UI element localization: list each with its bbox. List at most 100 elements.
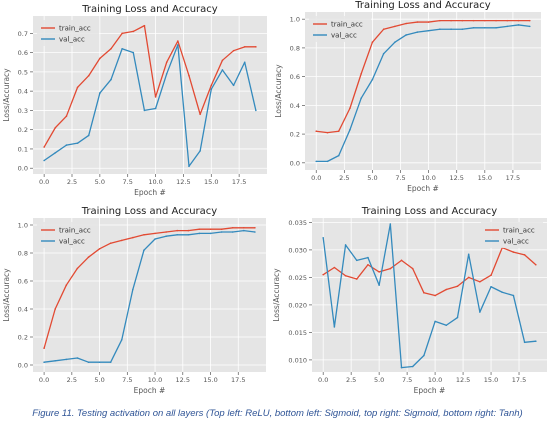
y-axis-label: Loss/Accuracy xyxy=(2,68,11,122)
x-axis-label: Epoch # xyxy=(134,386,166,395)
y-axis-label: Loss/Accuracy xyxy=(274,64,283,118)
data-point xyxy=(450,28,452,31)
data-point xyxy=(132,236,134,239)
data-point xyxy=(495,27,497,29)
y-tick-label: 0.2 xyxy=(18,126,28,134)
data-point xyxy=(378,271,380,273)
data-point xyxy=(255,109,257,112)
data-point xyxy=(231,227,234,229)
data-point xyxy=(220,228,223,230)
x-tick-label: 2.5 xyxy=(339,174,349,182)
data-point xyxy=(221,59,224,62)
y-tick-label: 0.8 xyxy=(290,44,300,52)
legend-label: val_acc xyxy=(503,238,529,246)
data-point xyxy=(76,86,79,89)
x-tick-label: 5.0 xyxy=(367,174,377,182)
data-point xyxy=(187,234,190,236)
y-tick-label: 0.2 xyxy=(290,131,300,139)
data-point xyxy=(378,284,380,286)
data-point xyxy=(484,19,486,22)
data-point xyxy=(434,320,436,323)
data-point xyxy=(517,24,520,26)
y-tick-label: 0.6 xyxy=(18,278,28,286)
data-point xyxy=(501,291,504,294)
y-tick-label: 0.010 xyxy=(288,356,307,364)
data-point xyxy=(154,238,156,240)
y-tick-label: 1.0 xyxy=(18,222,28,230)
chart-bottom-left: 0.0 0.2 0.4 0.6 0.8 1.0 0.0 2.5 5.0 7.5 10.0 12.5 15… xyxy=(2,206,266,395)
data-point xyxy=(344,274,347,277)
data-point xyxy=(132,51,135,54)
data-point xyxy=(411,365,414,368)
data-point xyxy=(479,281,481,283)
data-point xyxy=(360,97,362,99)
x-tick-label: 15.0 xyxy=(203,376,217,384)
data-point xyxy=(121,47,123,50)
data-point xyxy=(337,154,340,157)
data-point xyxy=(445,288,448,291)
data-point xyxy=(254,231,256,233)
data-point xyxy=(315,130,318,133)
data-point xyxy=(367,256,369,259)
data-point xyxy=(423,292,425,294)
data-point xyxy=(382,28,385,31)
data-point xyxy=(143,109,146,112)
y-tick-label: 0.4 xyxy=(18,306,28,314)
data-point xyxy=(528,25,531,28)
data-point xyxy=(231,231,234,233)
data-point xyxy=(243,61,246,64)
data-point xyxy=(120,239,123,242)
y-tick-label: 0.5 xyxy=(18,68,28,76)
data-point xyxy=(221,69,224,71)
data-point xyxy=(528,19,531,22)
data-point xyxy=(54,126,57,129)
data-point xyxy=(99,92,101,94)
series-line-train-acc xyxy=(322,247,537,297)
x-tick-label: 10.0 xyxy=(421,174,435,182)
chart-bottom-right: 0.010 0.015 0.020 0.025 0.030 0.035 0.0 2.5 5.0 7… xyxy=(272,206,547,395)
data-point xyxy=(337,130,340,133)
data-point xyxy=(232,84,235,87)
data-point xyxy=(120,339,123,341)
data-point xyxy=(109,361,112,364)
data-point xyxy=(176,234,179,236)
y-tick-label: 0.7 xyxy=(18,30,28,38)
x-tick-label: 17.5 xyxy=(512,376,526,384)
legend-label: val_acc xyxy=(59,238,85,246)
legend: train_acc val_acc xyxy=(309,16,371,42)
x-tick-label: 7.5 xyxy=(402,376,412,384)
x-tick-label: 10.0 xyxy=(428,376,442,384)
series-line-val-acc xyxy=(43,44,257,167)
legend-label: train_acc xyxy=(331,21,363,29)
data-point xyxy=(143,249,145,251)
series-line-val-acc xyxy=(44,229,255,363)
series-line-val-acc xyxy=(316,24,530,163)
legend: train_acc val_acc xyxy=(37,20,99,46)
y-tick-label: 0.6 xyxy=(18,49,28,57)
data-point xyxy=(467,253,470,256)
data-point xyxy=(517,19,520,22)
data-point xyxy=(177,40,179,42)
y-tick-label: 0.0 xyxy=(290,159,300,167)
data-point xyxy=(434,294,436,297)
data-point xyxy=(495,19,497,22)
x-tick-label: 17.5 xyxy=(506,174,520,182)
data-point xyxy=(143,24,146,27)
x-tick-label: 15.0 xyxy=(478,174,492,182)
data-point xyxy=(76,142,79,144)
x-tick-label: 2.5 xyxy=(346,376,356,384)
y-tick-label: 0.6 xyxy=(290,73,300,81)
legend-label: val_acc xyxy=(59,36,85,44)
legend: train_acc val_acc xyxy=(481,222,543,248)
data-point xyxy=(87,74,90,77)
data-point xyxy=(165,231,167,233)
data-point xyxy=(54,360,56,362)
data-point xyxy=(243,227,245,229)
legend: train_acc val_acc xyxy=(37,222,99,248)
data-point xyxy=(154,232,156,235)
y-axis-label: Loss/Accuracy xyxy=(272,268,281,322)
data-point xyxy=(411,267,414,270)
data-point xyxy=(220,231,223,233)
data-point xyxy=(506,25,509,28)
data-point xyxy=(176,229,179,232)
